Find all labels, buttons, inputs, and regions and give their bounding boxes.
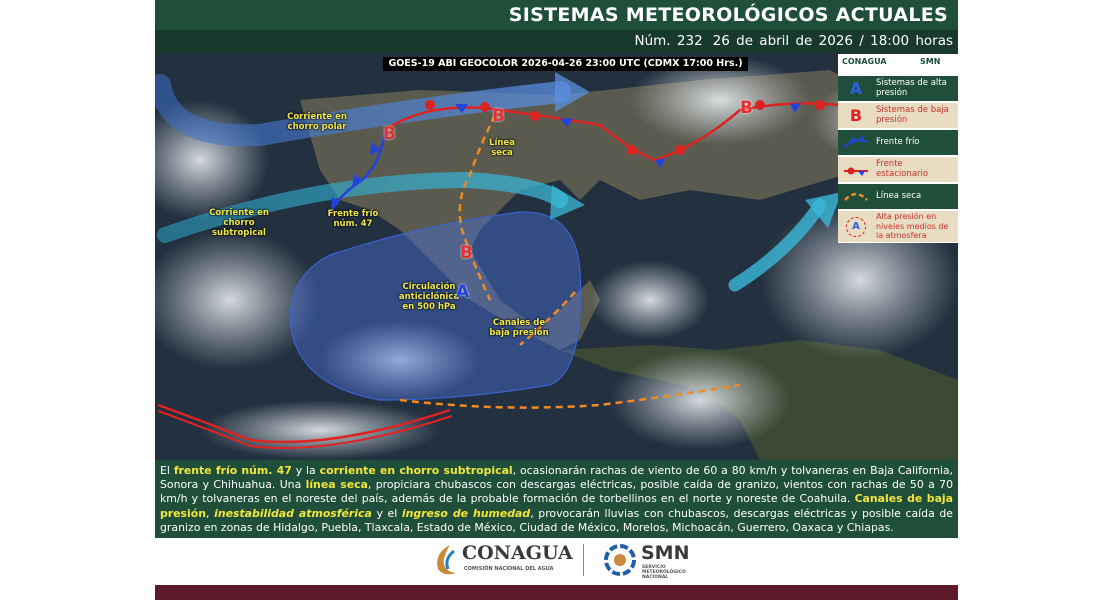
legend-symbol-text: A (846, 217, 866, 237)
warm-front-bumps (425, 100, 825, 155)
satellite-label: GOES-19 ABI GEOCOLOR 2026-04-26 23:00 UT… (383, 57, 748, 71)
low-pressure-marker: B (740, 98, 753, 118)
map-label: Circulación anticiclónica en 500 hPa (398, 282, 460, 312)
legend-symbol: B (849, 106, 863, 125)
trough (519, 291, 576, 346)
description: El frente frío núm. 47 y la corriente en… (155, 460, 958, 538)
jet-arrow (728, 198, 827, 292)
subtropical-jet (157, 171, 568, 243)
conagua-logo (437, 545, 456, 575)
jet-line (157, 410, 453, 449)
conagua-name: CONAGUA (462, 542, 573, 564)
legend-text: Sistemas de baja presión (876, 105, 949, 125)
smn-logo (604, 544, 636, 576)
smn-subtitle: SERVICIO METEOROLÓGICO NACIONAL (642, 565, 686, 580)
bulletin-date: 26 de abril de 2026 / 18:00 horas (712, 33, 953, 49)
legend-symbol (844, 192, 868, 201)
description-text: corriente en chorro subtropical (319, 464, 513, 477)
description-text: y la (291, 464, 320, 477)
legend-item: A Alta presión en niveles medios de la at… (838, 211, 958, 242)
low-pressure-marker: B (383, 124, 396, 144)
description-text: y el (371, 506, 402, 520)
description-text: , propiciara chubascos con descargas elé… (160, 478, 953, 506)
legend-symbol: A (849, 79, 863, 98)
legend-text: Sistemas de alta presión (876, 78, 947, 98)
description-text: Canales de baja presión (160, 492, 954, 520)
footer: CONAGUA COMISIÓN NACIONAL DEL AGUA SMN S… (155, 538, 958, 585)
stationary-front (384, 102, 841, 162)
legend-text: Frente estacionario (876, 159, 929, 179)
map-label: Línea seca (489, 138, 515, 158)
map-label: Frente frío núm. 47 (327, 209, 379, 229)
legend-item: B Sistemas de baja presión (838, 103, 958, 128)
legend-symbol (844, 167, 868, 176)
polar-jet (155, 74, 571, 147)
arrow-head (550, 185, 585, 220)
cold-front-teeth (331, 103, 801, 210)
description-text: , provocarán lluvias con chubascos, desc… (160, 506, 953, 534)
description-text: frente frío núm. 47 (173, 464, 292, 477)
dry-line (458, 114, 497, 301)
low-pressure-marker: B (492, 106, 505, 126)
description-text: , ocasionarán rachas de viento de 60 a 8… (160, 464, 954, 492)
description-text: El (160, 464, 174, 477)
bulletin-number: Núm. 232 (634, 33, 703, 49)
legend-item: Línea seca (838, 184, 958, 209)
jet-line (157, 403, 451, 444)
legend-text: Línea seca (876, 190, 922, 201)
title: SISTEMAS METEOROLÓGICOS ACTUALES (155, 0, 958, 30)
legend-text: Frente frío (876, 136, 920, 147)
trough (399, 383, 741, 409)
legend-symbol (843, 135, 869, 148)
arrow-head (805, 192, 842, 228)
legend-item: Frente frío (838, 130, 958, 155)
divider (583, 544, 584, 576)
legend-item: A Sistemas de alta presión (838, 76, 958, 101)
description-text: ingreso de humedad (401, 506, 531, 520)
map-label: Corriente en chorro polar (287, 112, 347, 132)
arrow-head (555, 72, 590, 112)
conagua-subtitle: COMISIÓN NACIONAL DEL AGUA (464, 566, 554, 572)
anticyclone-area (289, 211, 582, 401)
legend-logo: SMN (920, 57, 941, 66)
legend-symbol: A (842, 216, 870, 237)
footer-bar (155, 585, 958, 600)
high-pressure-marker: A (456, 282, 470, 302)
satellite-map (155, 53, 958, 460)
description-text: línea seca (305, 478, 368, 492)
map-label: Corriente en chorro subtropical (209, 208, 269, 238)
legend-text: Alta presión en niveles medios de la atm… (876, 212, 949, 241)
subheader: Núm. 232 26 de abril de 2026 / 18:00 hora… (155, 30, 958, 53)
description-text: , (206, 506, 215, 520)
low-pressure-marker: B (460, 243, 473, 263)
map-label: Canales de baja presión (489, 318, 549, 338)
smn-name: SMN (641, 542, 690, 564)
legend-logo: CONAGUA (842, 57, 887, 66)
legend-item: Frente estacionario (838, 157, 958, 182)
description-text: inestabilidad atmosférica (214, 506, 372, 520)
